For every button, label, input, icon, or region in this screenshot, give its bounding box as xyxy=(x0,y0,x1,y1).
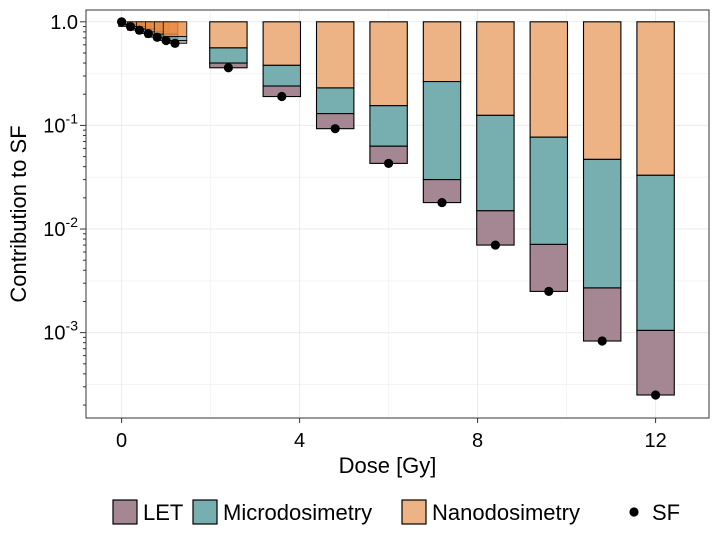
x-tick-label: 4 xyxy=(294,430,305,452)
bar-microdosimetry xyxy=(422,81,462,181)
sf-point xyxy=(490,240,500,250)
x-tick-label: 8 xyxy=(472,430,483,452)
bar-microdosimetry xyxy=(369,105,408,147)
legend: LET Microdosimetry Nanodosimetry SF xyxy=(112,499,680,525)
sf-points xyxy=(117,17,661,400)
legend-label: SF xyxy=(652,500,680,525)
bar-nanodosimetry xyxy=(209,21,248,49)
legend-label: LET xyxy=(143,500,183,525)
y-axis: 1.0 10-1 10-2 10-3 xyxy=(43,12,86,406)
bar-nanodosimetry xyxy=(476,21,515,116)
sf-point xyxy=(330,124,340,134)
legend-key xyxy=(629,507,639,517)
bar-microdosimetry xyxy=(209,47,248,64)
bars xyxy=(118,21,675,396)
legend-key xyxy=(401,499,427,525)
bar-microdosimetry xyxy=(636,174,675,331)
bar-microdosimetry xyxy=(315,87,355,115)
bar-nanodosimetry xyxy=(582,21,622,160)
sf-point xyxy=(161,35,171,46)
bar-nanodosimetry xyxy=(529,21,569,138)
bar-nanodosimetry xyxy=(162,21,188,37)
sf-point xyxy=(152,32,162,42)
y-tick-label: 10-3 xyxy=(43,318,78,345)
y-tick-label: 10-1 xyxy=(43,110,78,137)
bar-microdosimetry xyxy=(262,64,302,87)
plot-panel-border xyxy=(85,9,710,419)
bar-nanodosimetry xyxy=(422,21,462,83)
bar-microdosimetry xyxy=(529,136,569,245)
bar-let xyxy=(529,243,569,292)
sf-point xyxy=(134,25,144,35)
legend-label: Microdosimetry xyxy=(223,500,372,525)
sf-point xyxy=(170,38,180,48)
bar-let xyxy=(636,329,675,396)
bar-nanodosimetry xyxy=(369,21,408,107)
y-tick-label: 1.0 xyxy=(50,12,78,34)
bar-let xyxy=(476,210,515,246)
x-tick-label: 0 xyxy=(116,430,127,452)
sf-point xyxy=(117,17,127,27)
sf-point xyxy=(143,28,153,39)
y-axis-title: Contribution to SF xyxy=(6,125,31,302)
sf-point xyxy=(597,336,607,346)
legend-label: Nanodosimetry xyxy=(432,500,580,525)
x-axis-title: Dose [Gy] xyxy=(339,453,437,478)
legend-key xyxy=(112,499,138,525)
bar-microdosimetry xyxy=(476,114,515,212)
sf-point xyxy=(437,197,447,208)
sf-point xyxy=(277,91,287,102)
bar-nanodosimetry xyxy=(315,21,355,89)
y-tick-label: 10-2 xyxy=(43,214,78,241)
sf-point xyxy=(544,286,554,297)
x-axis: 0 4 8 12 xyxy=(116,418,667,452)
bar-nanodosimetry xyxy=(262,21,302,66)
bar-nanodosimetry xyxy=(636,21,675,176)
bar-let xyxy=(582,287,622,342)
sf-point xyxy=(651,390,661,400)
x-tick-label: 12 xyxy=(644,430,666,452)
sf-point xyxy=(384,158,394,168)
legend-key xyxy=(192,499,218,525)
sf-point xyxy=(223,63,233,73)
sf-point xyxy=(125,21,136,32)
bar-microdosimetry xyxy=(582,158,622,289)
